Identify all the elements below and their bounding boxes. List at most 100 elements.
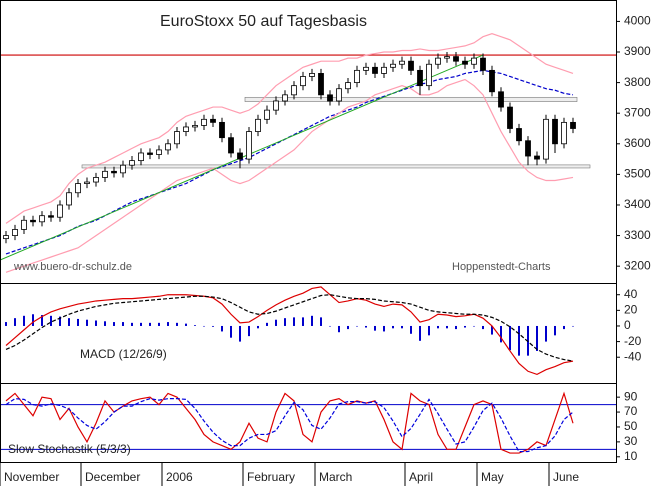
candle-body <box>228 137 234 154</box>
candle-body <box>84 181 90 184</box>
candle-body <box>66 192 72 206</box>
candle-body <box>21 219 27 230</box>
candle-body <box>291 85 297 96</box>
line-series <box>5 78 574 273</box>
histogram-bar <box>167 322 169 326</box>
x-tick-label: 2006 <box>166 470 193 484</box>
histogram-bar <box>248 325 250 337</box>
candle-body <box>210 118 216 123</box>
histogram-bar <box>491 325 493 335</box>
candle-body <box>435 57 441 65</box>
histogram-bar <box>239 325 241 342</box>
histogram-bar <box>221 325 223 332</box>
histogram-bar <box>23 315 25 326</box>
histogram-bar <box>464 325 466 328</box>
candle-body <box>480 57 486 71</box>
chart-title: EuroStoxx 50 auf Tagesbasis <box>160 13 367 30</box>
y-tick-label: 3800 <box>624 75 651 89</box>
histogram-bar <box>428 325 430 336</box>
panel-label: MACD (12/26/9) <box>80 347 167 361</box>
candle-body <box>237 152 243 160</box>
candle-body <box>174 131 180 145</box>
histogram-bar <box>113 322 115 326</box>
histogram-bar <box>50 315 52 326</box>
y-tick-label: -40 <box>624 349 642 363</box>
histogram-bar <box>5 322 7 326</box>
credit-label: Hoppenstedt-Charts <box>452 261 551 273</box>
candle-body <box>336 88 342 102</box>
candle-body <box>426 63 432 87</box>
candle-body <box>318 73 324 96</box>
y-tick-label: 3400 <box>624 197 651 211</box>
candle-body <box>354 69 360 84</box>
histogram-bar <box>455 325 457 330</box>
candle-body <box>498 91 504 108</box>
candle-body <box>471 57 477 65</box>
candle-body <box>462 60 468 65</box>
histogram-bar <box>347 325 349 330</box>
candle-body <box>12 229 18 236</box>
candle-body <box>30 219 36 223</box>
histogram-bar <box>284 318 286 326</box>
candle-body <box>120 164 126 174</box>
histogram-bar <box>185 323 187 326</box>
candle-body <box>75 183 81 194</box>
candle-body <box>372 66 378 74</box>
candle-body <box>93 177 99 183</box>
y-tick-label: 4000 <box>624 14 651 28</box>
candle-body <box>309 73 315 77</box>
candle-body <box>507 106 513 129</box>
histogram-bar <box>401 325 403 329</box>
candle-body <box>57 204 63 218</box>
candle-body <box>165 143 171 151</box>
y-tick-label: 70 <box>624 404 638 418</box>
line-series <box>5 294 574 362</box>
support-zone <box>244 96 578 102</box>
candle-body <box>534 155 540 160</box>
histogram-bar <box>482 325 484 330</box>
y-tick-label: 3600 <box>624 136 651 150</box>
histogram-bar <box>554 325 556 336</box>
candle-body <box>444 56 450 59</box>
y-tick-label: 0 <box>624 318 631 332</box>
y-tick-label: 30 <box>624 434 638 448</box>
histogram-bar <box>176 322 178 326</box>
candle-body <box>516 128 522 142</box>
x-tick-label: April <box>409 470 433 484</box>
candle-body <box>408 60 414 71</box>
histogram-bar <box>392 325 394 329</box>
histogram-bar <box>149 322 151 326</box>
histogram-bar <box>473 325 475 327</box>
y-tick-label: 90 <box>624 389 638 403</box>
y-tick-label: 3200 <box>624 258 651 272</box>
candle-body <box>201 118 207 126</box>
candle-body <box>219 121 225 139</box>
source-label: www.buero-dr-schulz.de <box>13 261 132 273</box>
histogram-bar <box>104 321 106 326</box>
candle-body <box>48 215 54 218</box>
histogram-bar <box>77 318 79 326</box>
candle-body <box>399 60 405 65</box>
candle-body <box>489 69 495 93</box>
candle-body <box>525 140 531 157</box>
histogram-bar <box>14 318 16 326</box>
histogram-bar <box>122 322 124 326</box>
candle-body <box>156 149 162 155</box>
x-tick-label: December <box>85 470 140 484</box>
x-tick-label: November <box>4 470 59 484</box>
candle-body <box>543 118 549 160</box>
panel-frame <box>0 383 617 463</box>
histogram-bar <box>230 325 232 338</box>
candle-body <box>363 66 369 71</box>
histogram-bar <box>518 325 520 356</box>
histogram-bar <box>131 322 133 326</box>
candle-body <box>345 82 351 90</box>
histogram-bar <box>329 325 331 327</box>
support-zone <box>81 164 591 169</box>
histogram-bar <box>410 325 412 334</box>
histogram-bar <box>338 325 340 333</box>
x-tick-label: February <box>247 470 295 484</box>
histogram-bar <box>32 314 34 326</box>
y-tick-label: -20 <box>624 334 642 348</box>
